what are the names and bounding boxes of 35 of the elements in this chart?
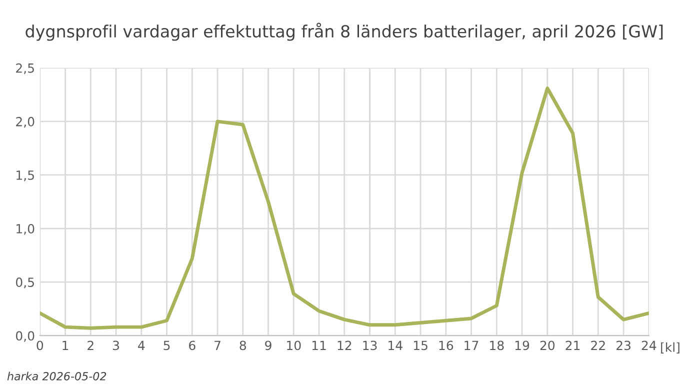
x-tick-label: 22 [591, 340, 605, 350]
x-tick-label: 2 [88, 340, 94, 350]
x-tick-label: 8 [240, 340, 246, 350]
x-tick-label: 24 [642, 340, 656, 350]
x-tick-label: 6 [189, 340, 196, 350]
x-tick-label: 15 [414, 340, 428, 350]
x-tick-label: 0 [36, 340, 44, 350]
y-tick-label: 1,0 [16, 224, 34, 235]
x-tick-label: 4 [138, 340, 145, 350]
y-tick-label: 2,5 [16, 63, 34, 74]
x-tick-label: 10 [287, 340, 301, 350]
x-tick-label: 20 [540, 340, 555, 350]
line-series [40, 86, 649, 330]
x-tick-label: 1 [62, 340, 68, 350]
x-tick-label: 18 [490, 340, 504, 350]
x-tick-label: 13 [363, 340, 377, 350]
x-axis-title: [kl] [661, 342, 680, 354]
y-tick-label: 0,0 [16, 331, 34, 342]
x-tick-label: 14 [388, 340, 402, 350]
x-tick-label: 23 [616, 340, 630, 350]
y-tick-label: 2,0 [16, 116, 34, 128]
x-tick-label: 7 [214, 340, 220, 350]
x-tick-label: 21 [566, 340, 580, 350]
x-tick-label: 17 [464, 340, 478, 350]
y-tick-label: 1,5 [16, 170, 34, 182]
chart-title: dygnsprofil vardagar effektuttag från 8 länders batterilager, april 2026 [GW] [26, 22, 663, 41]
text: harka 2026-05-02 [7, 372, 106, 380]
x-tick-label: 3 [113, 340, 119, 350]
x-tick-label: 11 [312, 340, 326, 350]
y-tick-label: 0,5 [16, 278, 34, 288]
x-tick-label: 5 [164, 340, 170, 350]
x-tick-label: 9 [265, 340, 272, 350]
x-tick-label: 12 [338, 340, 352, 350]
x-tick-label: 19 [515, 340, 530, 350]
x-tick-label: 16 [439, 340, 454, 350]
